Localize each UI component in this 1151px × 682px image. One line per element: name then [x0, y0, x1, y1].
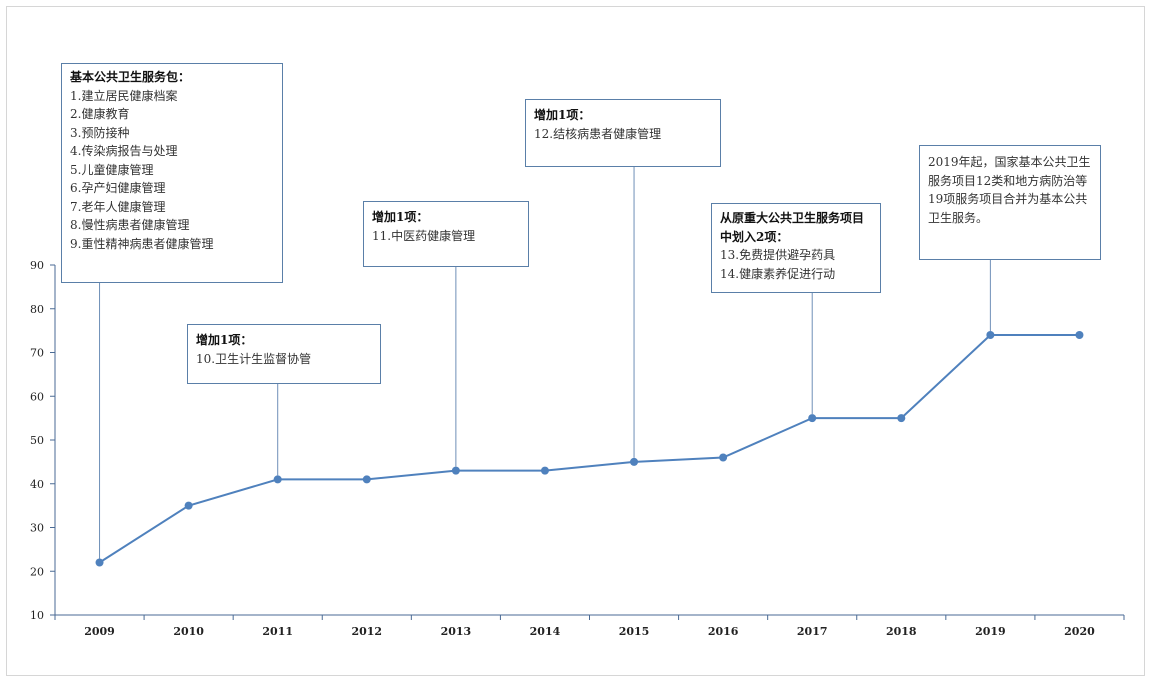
callout-line: 6.孕产妇健康管理 — [70, 181, 166, 195]
callout-line: 8.慢性病患者健康管理 — [70, 218, 190, 232]
x-tick-label: 2018 — [886, 625, 917, 638]
callout-heading: 增加1项： — [196, 333, 253, 347]
data-point-2015 — [630, 457, 639, 466]
y-tick-label: 70 — [30, 347, 44, 360]
x-tick-label: 2019 — [975, 625, 1006, 638]
callout-line: 13.免费提供避孕药具 — [720, 248, 836, 262]
callout-line: 4.传染病报告与处理 — [70, 144, 178, 158]
x-tick-label: 2012 — [351, 625, 382, 638]
y-tick-label: 10 — [30, 609, 44, 622]
callout-2019: 2019年起，国家基本公共卫生服务项目12类和地方病防治等19项服务项目合并为基… — [919, 145, 1101, 260]
callout-leader-lines — [99, 167, 991, 559]
callout-line: 5.儿童健康管理 — [70, 162, 154, 177]
axes: 10 20 30 40 50 60 70 80 90 2009 2010 2011 2012 2013 20… — [30, 259, 1125, 638]
callout-line: 10.卫生计生监督协管 — [196, 351, 312, 366]
data-point-2017 — [808, 414, 817, 423]
callout-heading: 基本公共卫生服务包： — [70, 70, 191, 84]
callout-heading: 增加1项： — [534, 108, 591, 122]
x-tick-label: 2011 — [262, 625, 293, 638]
callout-2017: 从原重大公共卫生服务项目中划入2项： 13.免费提供避孕药具 14.健康素养促进… — [711, 203, 881, 293]
x-tick-label: 2016 — [708, 625, 739, 638]
data-point-2011 — [273, 475, 282, 484]
x-tick-label: 2010 — [173, 625, 204, 638]
data-point-2016 — [719, 453, 728, 462]
callout-heading: 从原重大公共卫生服务项目中划入2项： — [720, 211, 865, 244]
data-point-2009 — [95, 558, 104, 567]
series-line — [95, 331, 1084, 567]
callout-line: 11.中医药健康管理 — [372, 228, 476, 243]
data-point-2018 — [897, 414, 906, 423]
y-tick-label: 90 — [30, 259, 44, 272]
callout-2015: 增加1项： 12.结核病患者健康管理 — [525, 99, 721, 167]
data-point-2014 — [540, 466, 549, 475]
callout-line: 3.预防接种 — [70, 125, 130, 140]
x-tick-label: 2014 — [530, 625, 561, 638]
callout-2009: 基本公共卫生服务包： 1.建立居民健康档案 2.健康教育 3.预防接种 4.传染… — [61, 63, 283, 283]
x-tick-label: 2017 — [797, 625, 828, 638]
x-tick-label: 2020 — [1064, 625, 1095, 638]
callout-line: 1.建立居民健康档案 — [70, 88, 178, 103]
y-tick-label: 50 — [30, 434, 44, 447]
data-point-2020 — [1075, 331, 1084, 339]
callout-line: 2.健康教育 — [70, 107, 130, 121]
data-point-2012 — [362, 475, 371, 484]
y-tick-label: 20 — [30, 565, 44, 578]
callout-heading: 增加1项： — [372, 210, 429, 224]
callout-line: 7.老年人健康管理 — [70, 199, 166, 214]
data-point-2013 — [451, 466, 460, 475]
series-path — [99, 334, 1080, 564]
chart-frame — [6, 6, 1145, 676]
callout-line: 14.健康素养促进行动 — [720, 266, 836, 281]
callout-text: 2019年起，国家基本公共卫生服务项目12类和地方病防治等19项服务项目合并为基… — [928, 155, 1091, 225]
x-tick-label: 2015 — [619, 625, 650, 638]
y-tick-label: 60 — [30, 390, 44, 403]
data-point-2019 — [986, 331, 995, 339]
y-tick-label: 30 — [30, 522, 44, 535]
callout-line: 9.重性精神病患者健康管理 — [70, 236, 214, 251]
data-point-2010 — [184, 501, 193, 510]
y-tick-label: 40 — [30, 478, 44, 491]
y-tick-label: 80 — [30, 303, 44, 316]
x-tick-label: 2009 — [84, 625, 115, 638]
callout-line: 12.结核病患者健康管理 — [534, 126, 662, 141]
x-tick-label: 2013 — [441, 625, 472, 638]
callout-2013: 增加1项： 11.中医药健康管理 — [363, 201, 529, 267]
callout-2011: 增加1项： 10.卫生计生监督协管 — [187, 324, 381, 384]
